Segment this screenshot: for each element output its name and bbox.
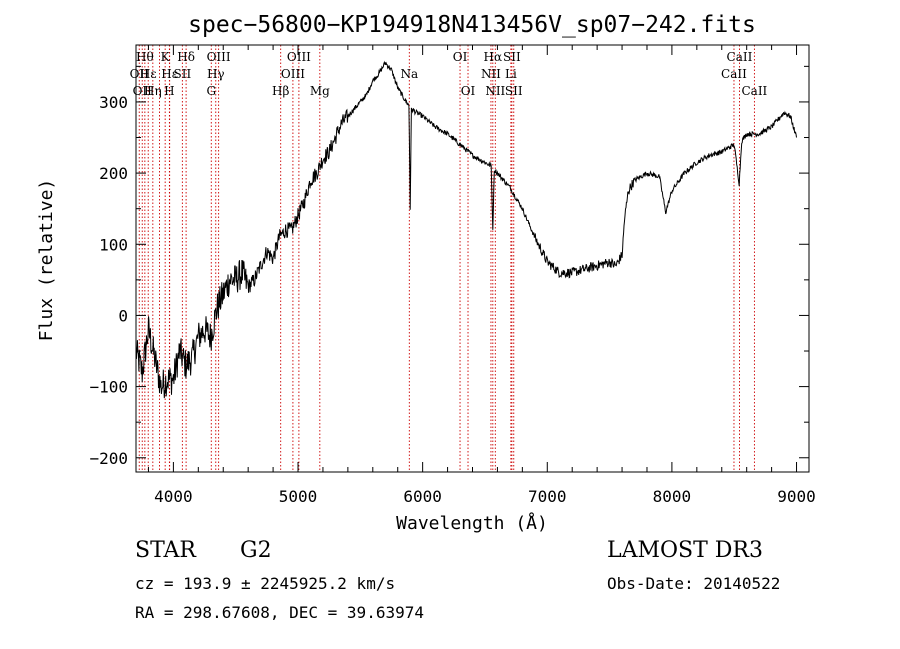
- y-tick-label: 200: [99, 164, 128, 183]
- x-axis-label: Wavelength (Å): [396, 512, 548, 534]
- line-label: Hδ: [177, 50, 195, 64]
- survey-name: LAMOST DR3: [607, 538, 763, 563]
- x-tick-label: 7000: [528, 487, 567, 506]
- x-tick-label: 6000: [403, 487, 442, 506]
- y-tick-label: 0: [118, 306, 128, 325]
- x-axis: 4000 5000 6000 7000 8000 9000: [147, 45, 816, 506]
- line-label: CaII: [727, 50, 753, 64]
- line-label: OIII: [287, 50, 311, 64]
- line-label: SII: [505, 84, 523, 98]
- line-label: OII: [133, 84, 153, 98]
- line-label: Na: [400, 67, 418, 81]
- spectral-line-markers: [138, 45, 755, 472]
- line-label: H: [164, 84, 174, 98]
- line-label: OI: [453, 50, 468, 64]
- line-label: CaII: [721, 67, 747, 81]
- line-label: NII: [485, 84, 505, 98]
- coordinates: RA = 298.67608, DEC = 39.63974: [135, 603, 424, 622]
- line-label: SII: [503, 50, 521, 64]
- line-label: Hθ: [136, 50, 154, 64]
- line-label: Mg: [310, 84, 330, 98]
- line-label: OIII: [207, 50, 231, 64]
- line-label: Hη: [144, 84, 162, 98]
- x-tick-label: 4000: [154, 487, 193, 506]
- y-tick-label: −200: [89, 449, 128, 468]
- object-class: STAR: [135, 538, 196, 563]
- line-label: NII: [481, 67, 501, 81]
- y-tick-label: −100: [89, 378, 128, 397]
- spectrum-chart: spec−56800−KP194918N413456V_sp07−242.fit…: [36, 12, 816, 534]
- object-subclass: G2: [240, 538, 272, 563]
- line-label: Hε: [140, 67, 157, 81]
- line-label: Hα: [484, 50, 503, 64]
- x-tick-label: 5000: [279, 487, 318, 506]
- line-label: SII: [174, 67, 192, 81]
- y-axis: −200 −100 0 100 200 300: [89, 65, 809, 468]
- line-label: Hβ: [272, 84, 289, 98]
- line-label: K: [161, 50, 171, 64]
- line-label: G: [206, 84, 216, 98]
- spectrum-series: [135, 60, 797, 399]
- line-label: OI: [461, 84, 476, 98]
- line-label: OII: [130, 67, 150, 81]
- line-label: Hγ: [207, 67, 225, 81]
- y-axis-label: Flux (relative): [36, 179, 57, 342]
- line-label: Li: [505, 67, 517, 81]
- spectral-line-labels: OIIOIIHθHεHηKHHεSIIHδGHγOIIIHβOIIIOIIIMg…: [130, 50, 768, 98]
- y-tick-label: 100: [99, 235, 128, 254]
- plot-frame: [135, 44, 810, 473]
- x-tick-label: 8000: [653, 487, 692, 506]
- chart-title: spec−56800−KP194918N413456V_sp07−242.fit…: [188, 12, 756, 38]
- x-tick-label: 9000: [777, 487, 816, 506]
- redshift-line: cz = 193.9 ± 2245925.2 km/s: [135, 574, 396, 593]
- line-label: Hε: [161, 67, 178, 81]
- observation-date: Obs-Date: 20140522: [607, 574, 781, 593]
- line-label: OIII: [281, 67, 305, 81]
- line-label: CaII: [741, 84, 767, 98]
- y-tick-label: 300: [99, 93, 128, 112]
